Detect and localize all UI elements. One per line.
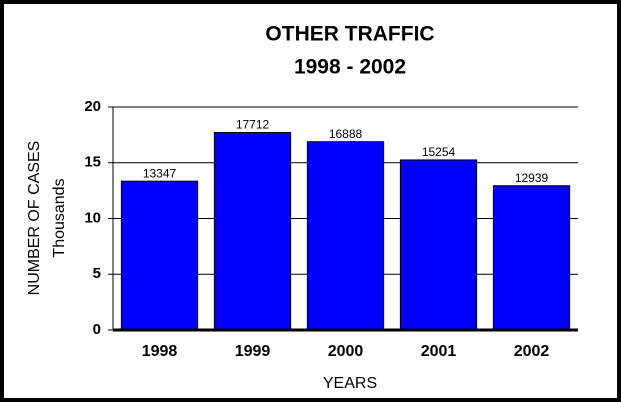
value-label: 16888 [329, 127, 363, 141]
value-label: 15254 [422, 145, 456, 159]
x-tick-label: 1998 [142, 343, 178, 360]
x-tick-label: 2001 [421, 343, 457, 360]
x-axis-label: YEARS [323, 375, 377, 392]
bar [306, 141, 385, 331]
y-axis-unit: Thousands [51, 178, 68, 257]
y-tick-label: 20 [84, 98, 101, 115]
y-axis-label: NUMBER OF CASES [26, 141, 43, 296]
x-tick-label: 2002 [514, 343, 550, 360]
value-label: 12939 [515, 171, 549, 185]
bar [120, 180, 199, 331]
y-tick-label: 5 [93, 265, 101, 282]
value-label: 13347 [143, 166, 177, 180]
value-label: 17712 [236, 118, 270, 132]
chart-title: OTHER TRAFFIC [265, 23, 434, 46]
y-tick-label: 15 [84, 154, 101, 171]
y-tick-label: 10 [84, 209, 101, 226]
bar [492, 185, 571, 331]
y-tick-label: 0 [93, 321, 101, 338]
bar [213, 132, 292, 331]
x-tick-label: 2000 [328, 343, 364, 360]
bar [399, 159, 478, 331]
x-tick-label: 1999 [235, 343, 271, 360]
chart-subtitle: 1998 - 2002 [294, 56, 406, 79]
